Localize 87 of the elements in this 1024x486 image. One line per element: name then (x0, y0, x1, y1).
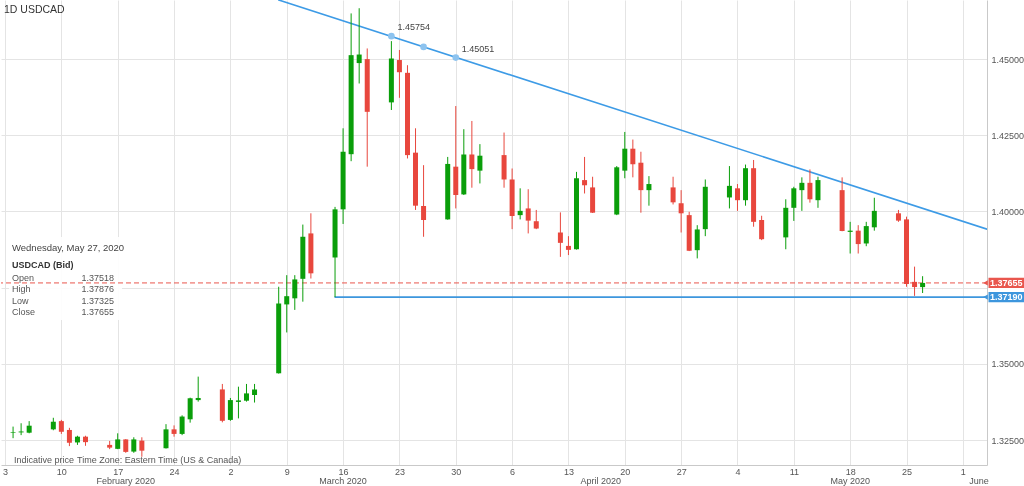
chart-title: 1D USDCAD (4, 3, 66, 15)
x2-tick-label: March 2020 (319, 476, 367, 486)
candlestick (477, 143, 483, 184)
candlestick (678, 189, 684, 233)
x2-tick-label: February 2020 (96, 476, 156, 486)
y-tick-label: 1.42500 (991, 130, 1024, 141)
x2-tick-label: June (969, 476, 989, 486)
x-tick-label: 2 (228, 466, 234, 477)
annotation: Close (12, 307, 36, 317)
x-tick-label: 11 (789, 466, 799, 477)
candlestick (694, 224, 700, 259)
x-tick-label: 3 (3, 466, 9, 477)
annotation: Low (12, 295, 30, 306)
x-tick-label: 23 (394, 466, 405, 477)
candlestick (171, 424, 177, 438)
candlestick (734, 183, 740, 212)
point (452, 54, 460, 61)
annotation: 1.37518 (81, 272, 114, 283)
x-tick-label: 16 (338, 466, 349, 477)
candlestick (396, 49, 402, 99)
y-tick-label: 1.32500 (991, 435, 1024, 446)
candlestick (871, 197, 877, 232)
annotation: High (12, 284, 31, 294)
y-tick-label: 1.45000 (991, 54, 1024, 65)
x-tick-label: 4 (735, 466, 741, 477)
candlestick (284, 274, 290, 333)
annotation: USDCAD (Bid) (12, 259, 74, 270)
x2-tick-label: April 2020 (580, 476, 621, 486)
candlestick (179, 414, 185, 436)
annotation: 1.37325 (81, 295, 114, 306)
x-tick-label: 24 (169, 466, 180, 477)
candlestick (855, 224, 861, 255)
candlestick (557, 211, 563, 258)
candlestick (759, 215, 765, 241)
point (420, 43, 427, 51)
candlestick (517, 187, 523, 220)
candlestick (10, 426, 16, 439)
candlestick (815, 176, 821, 209)
candlestick (726, 165, 732, 209)
candlestick (66, 427, 72, 447)
candlestick (525, 188, 531, 234)
candlestick (18, 422, 24, 436)
candlestick (356, 7, 362, 84)
candlestick (469, 120, 475, 189)
candlestick (807, 168, 813, 204)
annotation: Wednesday, May 27, 2020 (12, 242, 125, 253)
x-tick-label: 30 (451, 466, 462, 477)
point (388, 32, 395, 40)
candlestick (863, 221, 869, 247)
y-tick-label: 1.40000 (991, 206, 1024, 217)
annotation: Indicative price (14, 455, 75, 465)
candlestick (565, 235, 571, 256)
candlestick (195, 376, 201, 403)
x-tick-label: 1 (960, 466, 966, 477)
x-tick-label: 20 (620, 466, 631, 477)
candlestick (670, 176, 676, 205)
candlestick (227, 397, 233, 422)
candlestick (235, 386, 241, 419)
candlestick (582, 156, 588, 194)
annotation: 1.37655 (81, 307, 114, 317)
candlestick (421, 164, 427, 238)
annotation: 1.37876 (81, 284, 114, 294)
candlestick (622, 131, 628, 179)
candlestick (791, 186, 797, 222)
candlestick (292, 274, 298, 311)
x-tick-label: 17 (113, 466, 124, 477)
x-tick-label: 25 (902, 466, 913, 477)
x-tick-label: 6 (510, 466, 516, 477)
candlestick (912, 266, 918, 297)
x-tick-label: 18 (845, 466, 856, 477)
y-tick-label: 1.35000 (991, 359, 1024, 370)
x-tick-label: 9 (284, 466, 290, 477)
annotation: Open (12, 272, 35, 283)
x-tick-label: 27 (676, 466, 687, 477)
x-tick-label: 13 (563, 466, 574, 477)
x2-tick-label: May 2020 (830, 476, 870, 486)
candlestick (187, 397, 193, 424)
candlestick (163, 423, 169, 450)
data-label: 1.45754 (397, 22, 430, 33)
annotation: Time Zone: Eastern Time (US & Canada) (77, 455, 242, 465)
candlestick (139, 436, 145, 458)
data-label: 1.45051 (461, 43, 495, 54)
candlestick (799, 176, 805, 212)
x-tick-label: 10 (56, 466, 67, 477)
candlestick (646, 175, 652, 207)
candlestick (252, 383, 258, 404)
candlestick (630, 139, 636, 178)
